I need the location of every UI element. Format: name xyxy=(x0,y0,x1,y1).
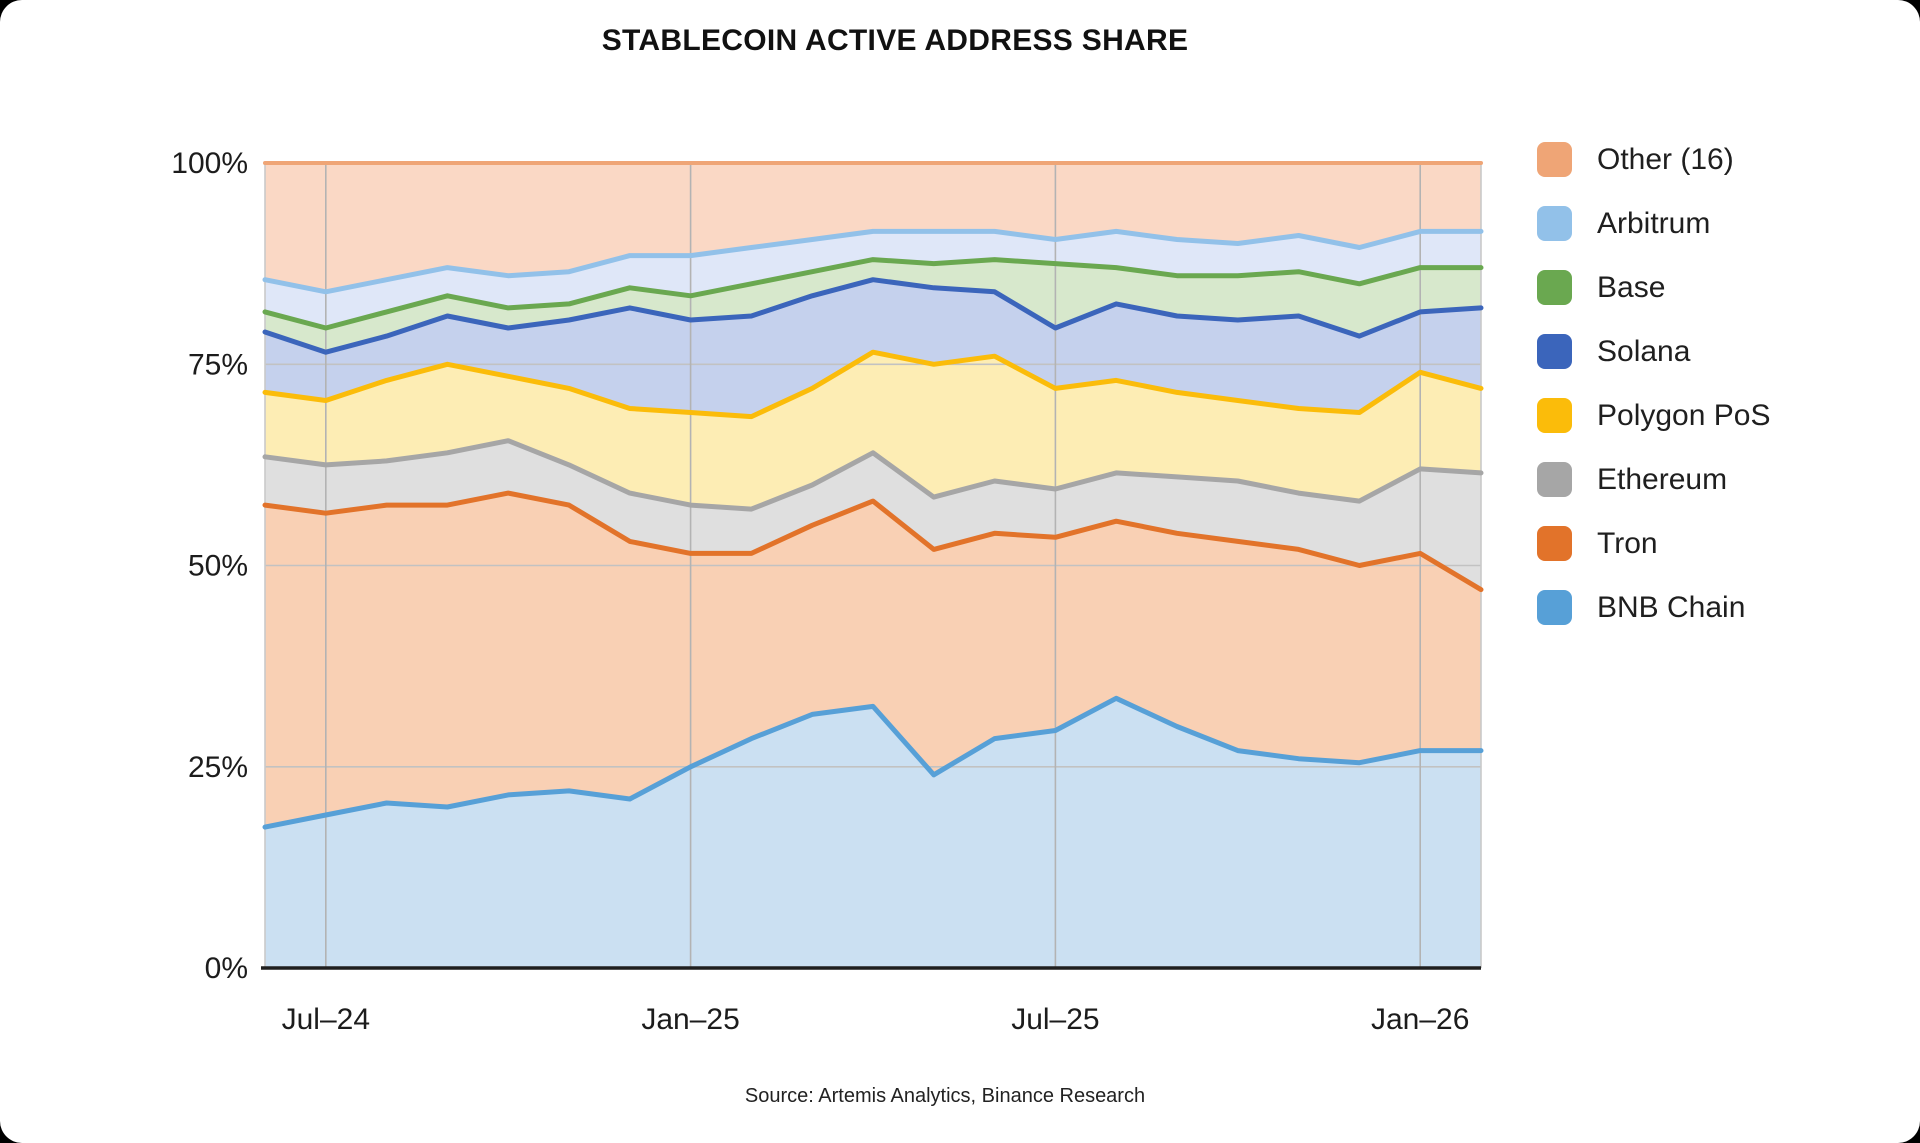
line-base xyxy=(262,257,1484,331)
chart-title: STABLECOIN ACTIVE ADDRESS SHARE xyxy=(601,24,1189,57)
legend-swatch-icon xyxy=(1537,206,1572,241)
legend-label: Arbitrum xyxy=(1597,206,1711,240)
legend-item-solana: Solana xyxy=(1537,334,1770,369)
legend-label: Tron xyxy=(1597,526,1658,560)
y-tick-label: 75% xyxy=(188,348,248,381)
x-tick-label: Jul–25 xyxy=(1011,1003,1099,1036)
line-bnb-chain xyxy=(262,695,1484,830)
legend-item-polygon-pos: Polygon PoS xyxy=(1537,398,1770,433)
legend-item-ethereum: Ethereum xyxy=(1537,462,1770,497)
x-tick-label: Jan–26 xyxy=(1371,1003,1469,1036)
x-tick-label: Jan–25 xyxy=(641,1003,739,1036)
legend-item-bnb-chain: BNB Chain xyxy=(1537,590,1770,625)
x-tick-label: Jul–24 xyxy=(282,1003,370,1036)
y-tick-label: 25% xyxy=(188,751,248,784)
legend-swatch-icon xyxy=(1537,398,1572,433)
legend-label: Ethereum xyxy=(1597,462,1728,496)
legend-swatch-icon xyxy=(1537,526,1572,561)
legend-label: Polygon PoS xyxy=(1597,398,1771,432)
legend-swatch-icon xyxy=(1537,462,1572,497)
area-base xyxy=(265,259,1481,353)
y-tick-label: 50% xyxy=(188,550,248,583)
chart-legend: Other (16) Arbitrum Base Solana Polygon PoS E… xyxy=(1537,142,1770,654)
area-solana xyxy=(265,279,1481,417)
legend-item-base: Base xyxy=(1537,270,1770,305)
y-tick-label: 0% xyxy=(205,952,248,985)
line-solana xyxy=(262,277,1484,355)
area-bnb-chain xyxy=(265,698,1481,968)
area-polygon-pos xyxy=(265,352,1481,510)
line-tron xyxy=(262,490,1484,593)
legend-swatch-icon xyxy=(1537,590,1572,625)
legend-item-other-16: Other (16) xyxy=(1537,142,1770,177)
gridlines xyxy=(264,163,1482,968)
y-tick-label: 100% xyxy=(171,147,248,180)
line-ethereum xyxy=(262,438,1484,512)
legend-swatch-icon xyxy=(1537,334,1572,369)
legend-label: Solana xyxy=(1597,334,1691,368)
area-tron xyxy=(265,493,1481,828)
legend-item-tron: Tron xyxy=(1537,526,1770,561)
legend-label: Base xyxy=(1597,270,1666,304)
legend-label: BNB Chain xyxy=(1597,590,1746,624)
series-lines xyxy=(262,161,1484,830)
legend-item-arbitrum: Arbitrum xyxy=(1537,206,1770,241)
area-other-16 xyxy=(265,163,1481,292)
legend-swatch-icon xyxy=(1537,142,1572,177)
legend-swatch-icon xyxy=(1537,270,1572,305)
x-axis-labels: Jul–24 Jan–25 Jul–25 Jan–26 xyxy=(282,1003,1470,1036)
y-axis-labels: 0% 25% 50% 75% 100% xyxy=(171,147,248,985)
source-attribution: Source: Artemis Analytics, Binance Resea… xyxy=(744,1085,1146,1107)
legend-label: Other (16) xyxy=(1597,142,1734,176)
line-polygon-pos xyxy=(262,349,1484,420)
line-arbitrum xyxy=(262,228,1484,295)
